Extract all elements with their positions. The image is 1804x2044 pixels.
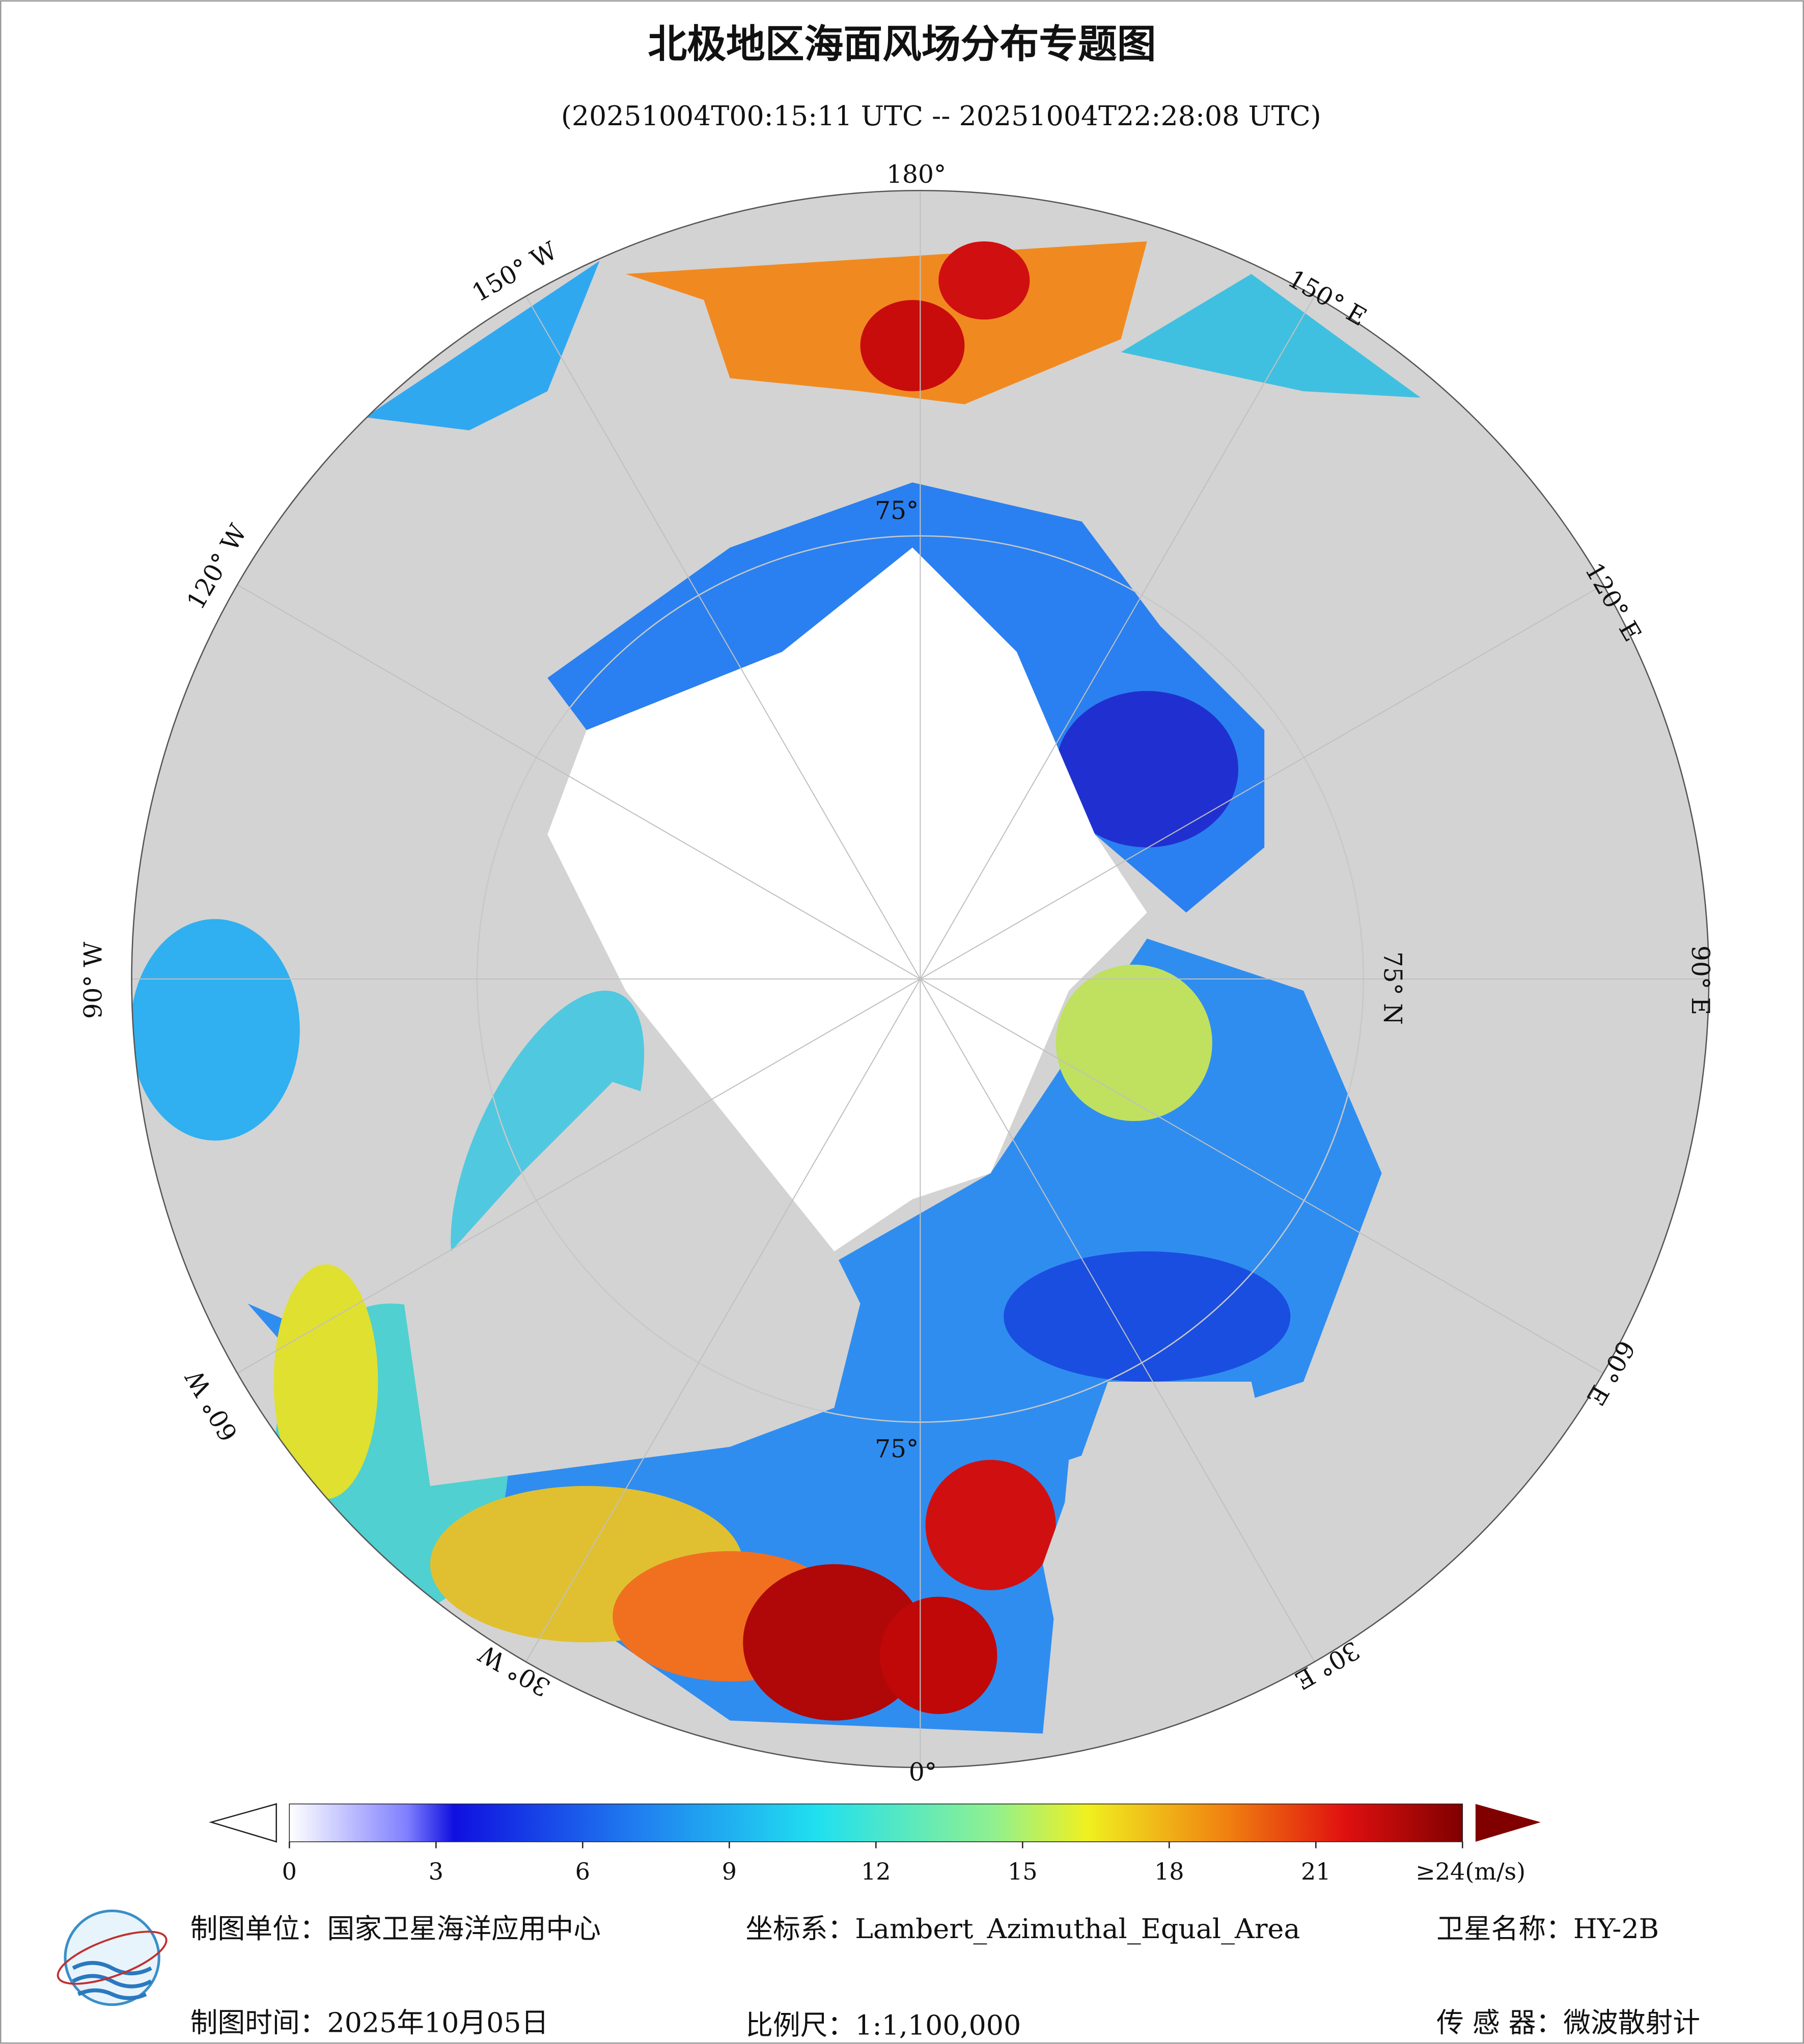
colorbar-tick-label: 12: [861, 1858, 891, 1885]
sea-ice: [547, 547, 1147, 1252]
colorbar-scale: [289, 1803, 1463, 1842]
colorbar-tick-label: 0: [282, 1858, 297, 1885]
lon-label: 60° W: [180, 1365, 243, 1446]
lon-label: 0°: [909, 1758, 937, 1786]
footer-satellite: 卫星名称：HY-2B: [1436, 1913, 1659, 1945]
colorbar-tick-label: 6: [575, 1858, 590, 1885]
meridian: [920, 978, 1604, 1374]
colorbar-under: [209, 1803, 277, 1843]
meridian: [237, 584, 921, 979]
greenland: [404, 1082, 861, 1486]
footer: 制图单位：国家卫星海洋应用中心 坐标系：Lambert_Azimuthal_Eq…: [190, 1913, 1700, 2041]
wind-zone: [273, 1264, 378, 1499]
alaska-sea: [365, 261, 600, 431]
title: 北极地区海面风场分布专题图: [648, 21, 1156, 67]
wind-zone: [1056, 964, 1212, 1122]
colorbar-over: [1475, 1804, 1541, 1842]
wind-zone: [860, 300, 965, 391]
lon-label: 180°: [886, 160, 946, 189]
meridian: [525, 296, 921, 979]
meridian: [920, 584, 1604, 979]
wind-zone: [879, 1597, 997, 1714]
map-border: [131, 189, 1710, 1769]
colorbar-tick-label: 18: [1154, 1858, 1184, 1885]
subtitle: (20251004T00:15:11 UTC -- 20251004T22:28…: [561, 100, 1321, 132]
logo: [57, 1909, 168, 2006]
meridian: [920, 296, 1315, 979]
wind-zone: [925, 1460, 1056, 1590]
wind-zone: [1056, 691, 1238, 848]
wind-zone: [1004, 1251, 1291, 1382]
lon-label: 90° W: [79, 942, 108, 1019]
colorbar-tick-label: 9: [722, 1858, 737, 1885]
okhotsk: [1121, 274, 1421, 398]
lat-label: 75° N: [1378, 951, 1407, 1025]
meridian: [237, 978, 921, 1374]
meridian: [920, 978, 1315, 1662]
lon-label: 90° E: [1686, 945, 1714, 1015]
meridian: [525, 978, 921, 1662]
footer-sensor: 传 感 器：微波散射计: [1436, 2006, 1700, 2038]
map-body: [131, 190, 1709, 1768]
footer-unit: 制图单位：国家卫星海洋应用中心: [190, 1913, 601, 1945]
lat-label: 75°: [875, 496, 919, 525]
lat-label: 75°: [875, 1435, 919, 1464]
meridians: [131, 190, 1709, 1768]
colorbar-tick-label: 15: [1008, 1858, 1038, 1885]
footer-date: 制图时间：2025年10月05日: [190, 2006, 549, 2038]
wind-zone: [743, 1564, 926, 1721]
wind-zone: [938, 241, 1030, 320]
colorbar-tick-label: 3: [429, 1858, 443, 1885]
footer-projection: 坐标系：Lambert_Azimuthal_Equal_Area: [745, 1913, 1300, 1945]
colorbar: 0 3 6 9 12 15 18 21 ≥24(m/s): [209, 1803, 1541, 1885]
hudson: [131, 919, 300, 1141]
colorbar-tick-label: ≥24(m/s): [1416, 1858, 1525, 1885]
colorbar-tick-label: 21: [1301, 1858, 1331, 1885]
footer-scale: 比例尺：1:1,100,000: [745, 2009, 1021, 2041]
scandinavia: [1042, 1382, 1278, 1695]
